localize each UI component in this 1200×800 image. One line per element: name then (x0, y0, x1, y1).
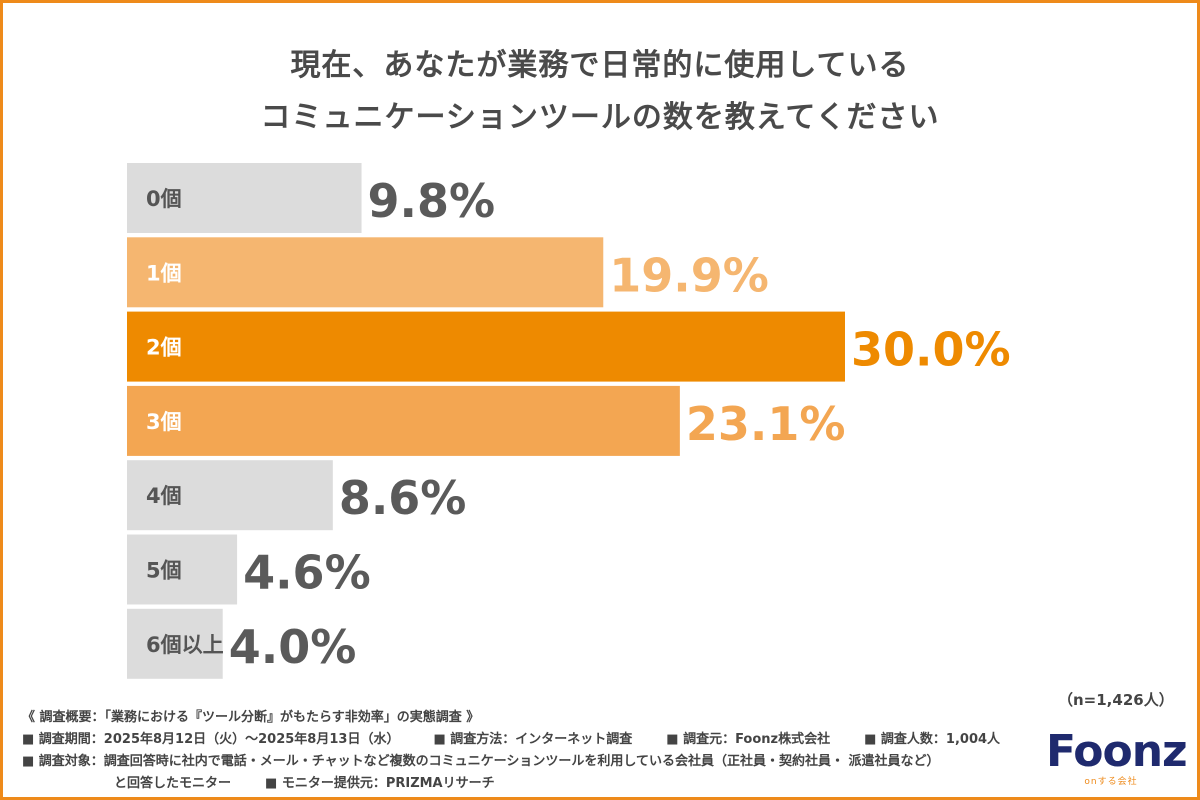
category-label-1: 1個 (146, 261, 182, 285)
category-label-5: 5個 (146, 559, 182, 583)
value-label-0: 9.8% (368, 174, 496, 228)
value-label-1: 19.9% (609, 248, 769, 302)
title-line-1: 現在、あなたが業務で日常的に使用している (290, 48, 910, 83)
category-label-3: 3個 (146, 410, 182, 434)
bar-1 (127, 237, 604, 308)
title-line-2: コミュニケーションツールの数を教えてください (260, 100, 940, 135)
bar-6 (127, 608, 223, 679)
note-count: ■ 調査人数：1,004人 (864, 732, 1001, 747)
note-overview: 《 調査概要：「業務における『ツール分断』がもたらす非効率」の実態調査 》 (22, 710, 480, 725)
bar-0 (127, 163, 362, 233)
bar-4 (127, 460, 333, 531)
category-label-2: 2個 (146, 336, 182, 360)
chart-title: 現在、あなたが業務で日常的に使用している コミュニケーションツールの数を教えてく… (0, 40, 1200, 144)
bar-2 (127, 311, 845, 382)
note-method: ■ 調査方法：インターネット調査 (433, 732, 633, 747)
survey-notes: 《 調査概要：「業務における『ツール分断』がもたらす非効率」の実態調査 》 ■ … (22, 707, 1032, 795)
note-provider: ■ モニター提供元：PRIZMAリサーチ (265, 776, 495, 791)
category-label-0: 0個 (146, 187, 182, 211)
bar-3 (127, 385, 680, 456)
value-label-4: 8.6% (339, 471, 467, 525)
value-label-5: 4.6% (243, 546, 371, 600)
note-target-2: と回答したモニター (114, 776, 232, 791)
note-target: ■ 調査対象：調査回答時に社内で電話・メール・チャットなど複数のコミュニケーショ… (22, 754, 940, 769)
sample-size-label: （n=1,426人） (1058, 691, 1174, 709)
note-period: ■ 調査期間：2025年8月12日（火）～2025年8月13日（水） (22, 732, 400, 747)
logo-tagline: onする会社 (1084, 777, 1138, 787)
logo-name: Foonz (1046, 726, 1188, 777)
foonz-logo: Foonz onする会社 (1046, 726, 1188, 788)
value-label-6: 4.0% (229, 620, 357, 674)
category-label-4: 4個 (146, 484, 182, 508)
value-label-2: 30.0% (851, 323, 1011, 377)
value-label-3: 23.1% (686, 397, 846, 451)
bar-5 (127, 534, 238, 605)
category-label-6: 6個以上 (146, 633, 224, 657)
note-source: ■ 調査元：Foonz株式会社 (666, 732, 831, 747)
